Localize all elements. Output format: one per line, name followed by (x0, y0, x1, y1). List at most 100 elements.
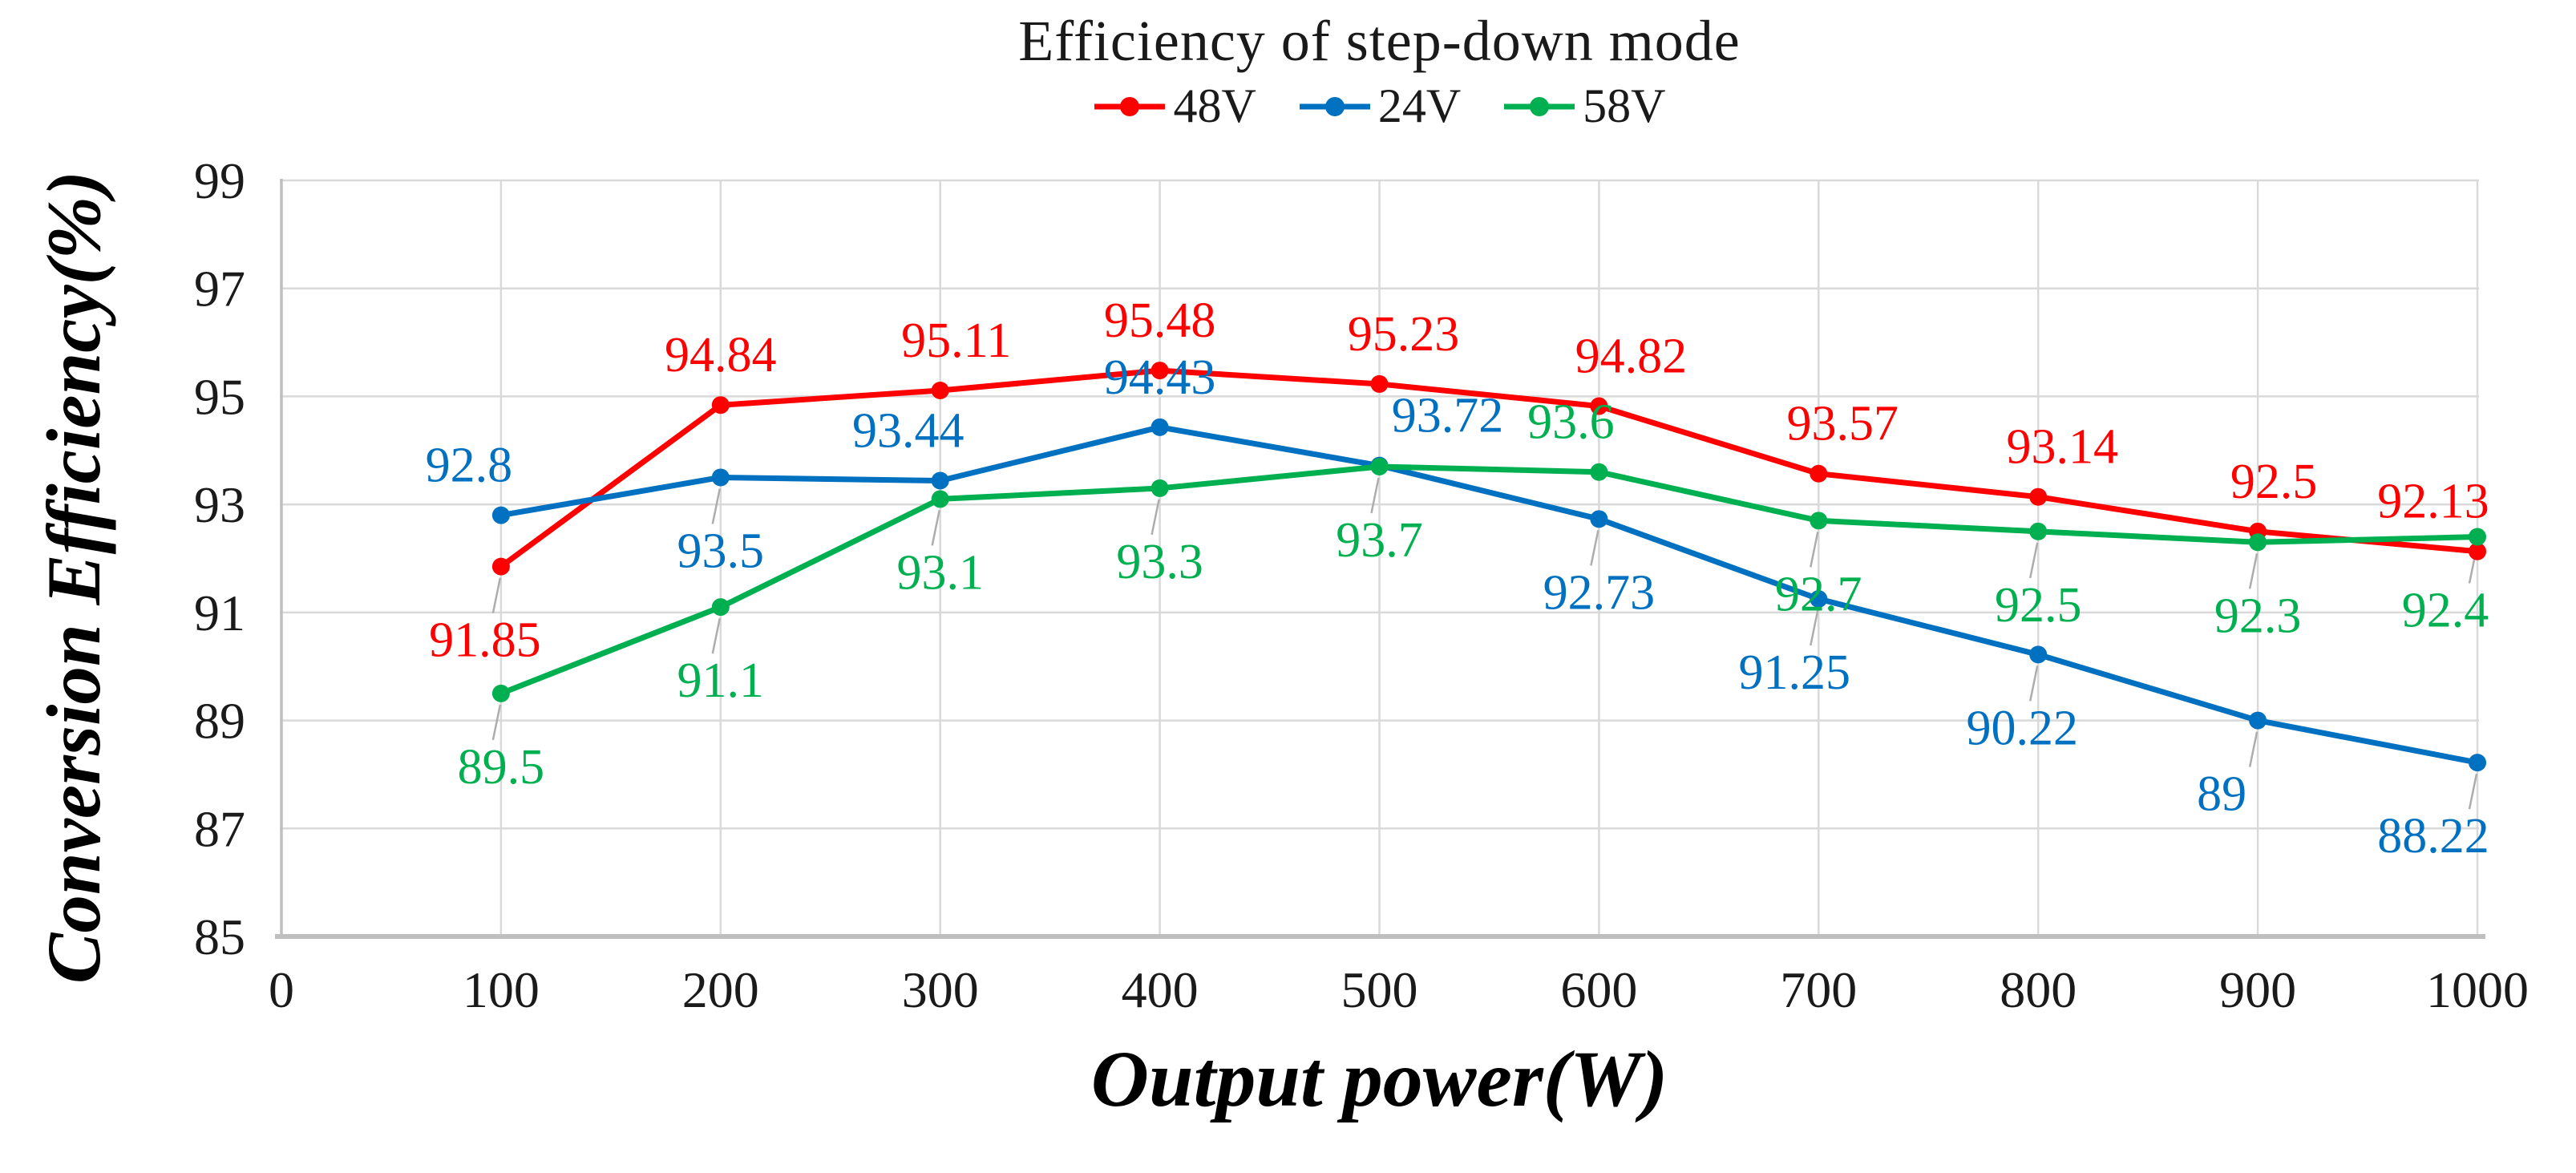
legend-item-58V: 58V (1502, 79, 1666, 134)
data-point-48V (1370, 374, 1389, 393)
data-label-24V: 93.72 (1392, 389, 1504, 443)
data-label-58V: 93.3 (1116, 535, 1203, 589)
y-tick-label: 85 (194, 908, 245, 965)
leader-line (2028, 665, 2039, 702)
x-tick-label: 300 (902, 961, 979, 1018)
leader-line (711, 617, 722, 654)
data-label-58V: 92.7 (1775, 567, 1862, 621)
data-label-48V: 95.11 (901, 313, 1011, 368)
data-label-24V: 93.5 (677, 524, 765, 578)
series-24V (491, 418, 2486, 772)
leader-line (1810, 532, 1819, 568)
leader-line (2248, 731, 2259, 767)
data-point-58V (1590, 463, 1608, 481)
series-line-48V (498, 367, 2481, 570)
data-labels-48V: 91.85 94.84 95.11 95.48 95.23 94.82 93.57 93.14… (429, 293, 2489, 668)
data-point-48V (2469, 542, 2486, 560)
leader-line (1151, 499, 1160, 536)
data-point-24V (931, 471, 949, 490)
data-label-58V: 89.5 (458, 740, 545, 795)
data-point-48V (711, 396, 730, 415)
y-tick-label: 89 (194, 693, 245, 750)
data-point-48V (931, 382, 949, 400)
gridlines (280, 179, 2479, 936)
data-point-48V (1151, 362, 1169, 380)
data-label-48V: 94.82 (1575, 330, 1688, 384)
leader-line (1810, 609, 1819, 646)
data-label-24V: 91.25 (1739, 645, 1851, 700)
data-label-58V: 93.7 (1336, 513, 1423, 568)
x-tick-label: 200 (682, 961, 759, 1018)
data-label-58V: 91.1 (677, 653, 765, 708)
data-label-24V: 92.73 (1543, 565, 1656, 620)
chart-title: Efficiency of step-down mode (1018, 9, 1741, 73)
series-line-58V (498, 463, 2481, 697)
data-point-24V (711, 468, 730, 487)
x-tick-label: 400 (1122, 961, 1199, 1018)
y-tick-label: 87 (194, 800, 245, 857)
data-label-48V: 91.85 (429, 613, 541, 668)
data-point-58V (2029, 522, 2048, 540)
legend-label: 48V (1173, 79, 1256, 132)
data-label-24V: 90.22 (1966, 701, 2078, 755)
data-label-58V: 93.1 (896, 545, 984, 600)
legend: 48V 24V 58V (281, 79, 2477, 134)
data-point-58V (1151, 479, 1169, 497)
legend-item-48V: 48V (1093, 79, 1256, 134)
data-label-48V: 92.13 (2377, 475, 2489, 529)
data-point-24V (1151, 418, 1169, 436)
data-point-58V (1810, 512, 1828, 530)
data-label-24V: 94.43 (1104, 350, 1216, 405)
data-labels-58V: 89.5 91.1 93.1 93.3 93.7 93.6 92.7 92.5 92.3 92.4 (458, 395, 2489, 795)
legend-marker-icon (1299, 96, 1370, 116)
legend-label: 24V (1377, 79, 1462, 132)
data-label-58V: 92.5 (1995, 578, 2082, 633)
x-tick-label: 0 (269, 961, 294, 1018)
data-label-58V: 92.4 (2402, 584, 2489, 638)
data-label-24V: 92.8 (426, 439, 513, 493)
data-label-48V: 93.57 (1787, 397, 1899, 451)
data-point-58V (931, 490, 949, 508)
x-axis-label: Output power(W) (1090, 1034, 1668, 1123)
leader-line (491, 704, 502, 741)
data-point-24V (1590, 510, 1608, 528)
leader-line (711, 488, 722, 524)
leader-line (2028, 542, 2039, 579)
y-axis-label: Conversion Efficiency(%) (31, 170, 116, 985)
leader-line (1370, 477, 1380, 514)
leader-line (2468, 773, 2478, 810)
data-label-48V: 95.23 (1348, 307, 1460, 362)
data-label-48V: 95.48 (1104, 293, 1216, 348)
data-point-58V (711, 598, 730, 617)
y-tick-label: 97 (194, 261, 245, 318)
data-label-24V: 88.22 (2377, 809, 2489, 864)
x-tick-label: 100 (463, 961, 540, 1018)
data-point-24V (2029, 645, 2048, 664)
leader-line (2248, 553, 2259, 589)
data-point-48V (2029, 487, 2048, 506)
data-label-48V: 93.14 (2006, 420, 2118, 475)
data-point-58V (2469, 528, 2486, 546)
data-point-24V (2469, 754, 2486, 772)
data-label-48V: 94.84 (665, 328, 777, 382)
series-line-24V (498, 424, 2481, 766)
data-label-58V: 93.6 (1527, 395, 1615, 450)
x-tick-label: 700 (1780, 961, 1857, 1018)
leader-line (931, 510, 940, 546)
series-48V (491, 362, 2486, 576)
y-tick-label: 95 (194, 368, 245, 425)
x-tick-label: 500 (1341, 961, 1418, 1018)
data-point-48V (491, 557, 510, 576)
y-tick-label: 99 (194, 152, 245, 209)
legend-marker-icon (1094, 96, 1166, 116)
series-58V (491, 457, 2486, 702)
data-point-24V (1810, 590, 1828, 609)
x-tick-label: 600 (1560, 961, 1637, 1018)
data-labels-24V: 92.8 93.5 93.44 94.43 93.72 92.73 91.25 90.22 89… (426, 350, 2489, 864)
x-tick-label: 1000 (2426, 961, 2529, 1018)
legend-item-24V: 24V (1298, 79, 1461, 134)
data-label-24V: 93.44 (852, 404, 964, 459)
leader-line (491, 577, 502, 613)
